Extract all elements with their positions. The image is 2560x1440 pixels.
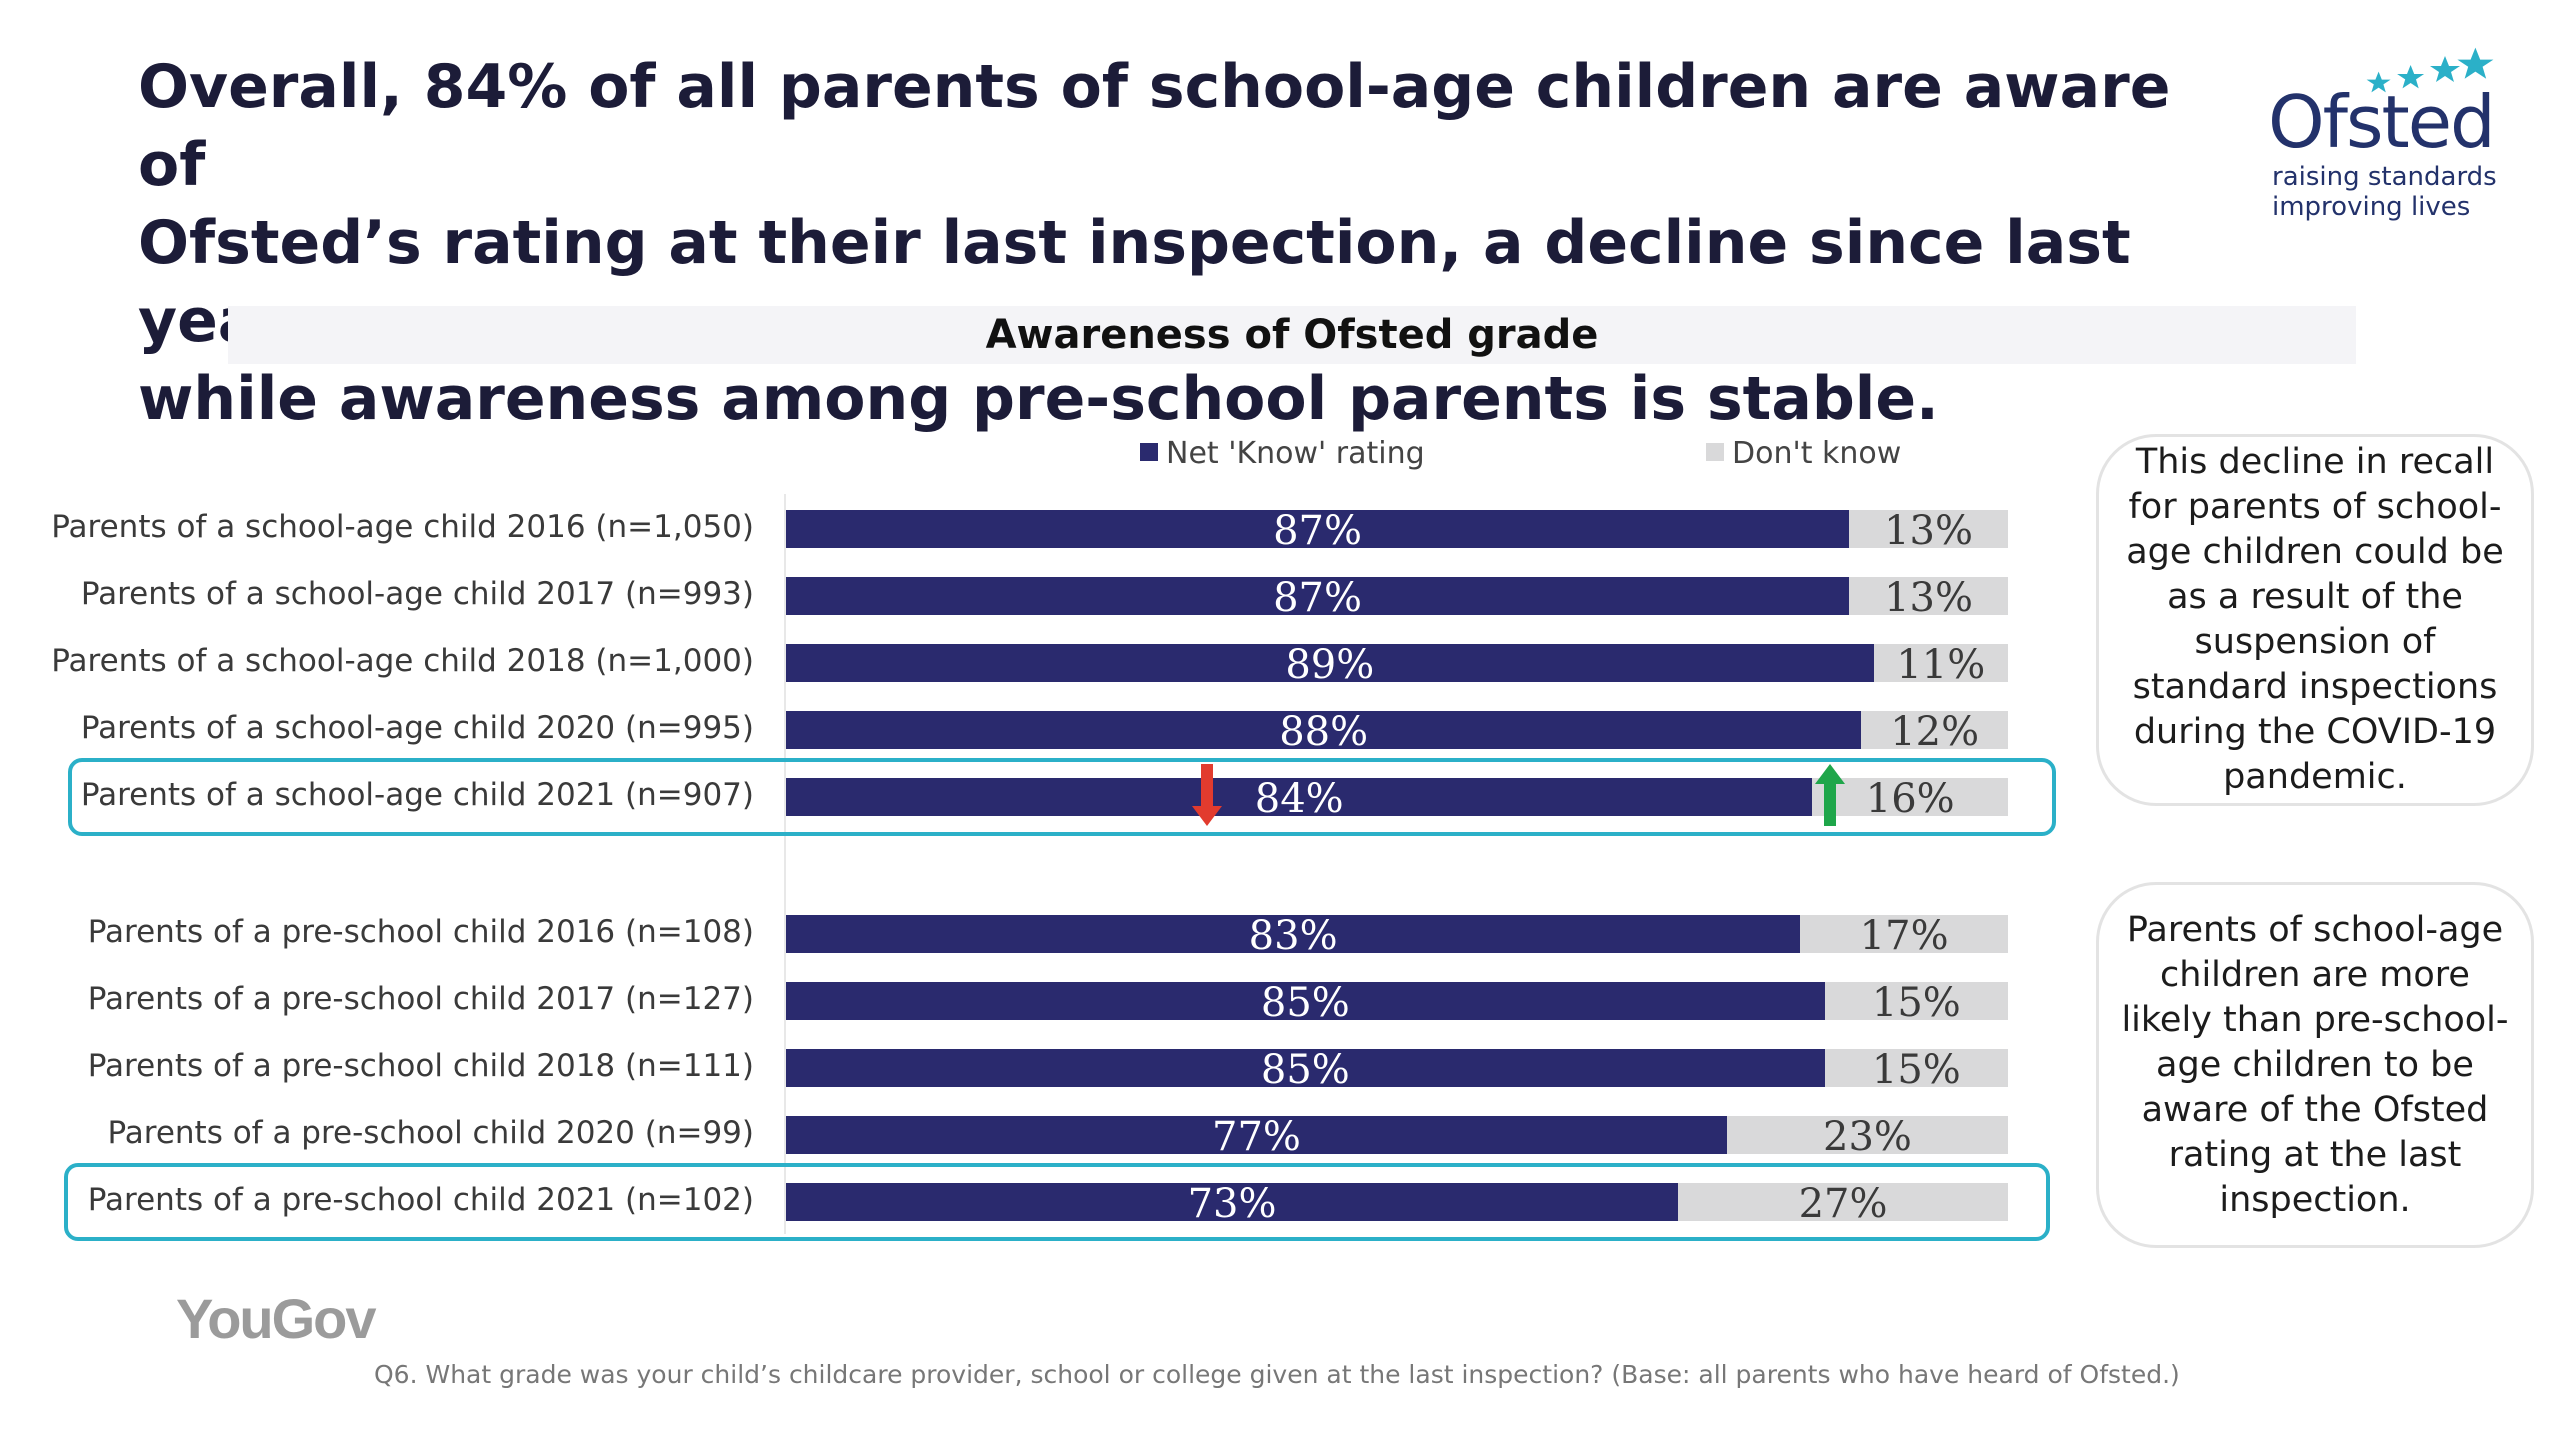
- chart-title-band: Awareness of Ofsted grade: [228, 306, 2356, 364]
- arrow-up-icon: [1815, 764, 1846, 826]
- bar-dont-know: [1812, 778, 2008, 816]
- callout-text: Parents of school-age children are more …: [2121, 909, 2509, 1220]
- legend-item-dont-know: Don't know: [1706, 436, 1901, 471]
- bar-net-know: [786, 644, 1874, 682]
- data-label-know: 87%: [1273, 575, 1363, 621]
- highlight-box: [64, 1163, 2050, 1241]
- legend-item-know: Net 'Know' rating: [1140, 436, 1425, 471]
- bar-net-know: [786, 1183, 1679, 1221]
- data-label-know: 89%: [1285, 642, 1375, 688]
- bar-dont-know: [1726, 1116, 2008, 1154]
- data-label-know: 83%: [1248, 913, 1338, 959]
- callout-box: Parents of school-age children are more …: [2096, 882, 2534, 1248]
- arrow-down-icon: [1191, 764, 1222, 826]
- callout-box: This decline in recall for parents of sc…: [2096, 434, 2534, 806]
- data-label-know: 85%: [1260, 980, 1350, 1026]
- data-label-dont-know: 23%: [1823, 1114, 1912, 1160]
- logo-tagline: raising standards improving lives: [2272, 162, 2512, 222]
- data-label-dont-know: 11%: [1896, 642, 1986, 688]
- legend-label: Don't know: [1732, 436, 1902, 471]
- data-label-know: 87%: [1273, 508, 1363, 554]
- bar-net-know: [786, 982, 1825, 1020]
- category-label: Parents of a school-age child 2016 (n=1,…: [51, 509, 754, 545]
- callout-text: This decline in recall for parents of sc…: [2126, 442, 2504, 797]
- category-label: Parents of a pre-school child 2017 (n=12…: [87, 981, 754, 1017]
- data-label-dont-know: 15%: [1871, 1047, 1961, 1093]
- category-axis-line: [784, 494, 786, 1234]
- category-label: Parents of a pre-school child 2020 (n=99…: [107, 1115, 754, 1151]
- data-label-know: 77%: [1212, 1114, 1301, 1160]
- bar-net-know: [786, 1049, 1825, 1087]
- data-label-know: 73%: [1187, 1181, 1277, 1227]
- bar-dont-know: [1873, 644, 2008, 682]
- data-label-dont-know: 13%: [1884, 508, 1974, 554]
- highlight-box: [68, 758, 2056, 836]
- bar-net-know: [786, 778, 1813, 816]
- data-label-dont-know: 13%: [1884, 575, 1974, 621]
- bar-dont-know: [1800, 915, 2008, 953]
- category-label: Parents of a pre-school child 2021 (n=10…: [87, 1182, 754, 1218]
- bar-dont-know: [1849, 577, 2008, 615]
- legend-swatch: [1706, 443, 1724, 461]
- data-label-know: 88%: [1279, 709, 1369, 755]
- legend-label: Net 'Know' rating: [1166, 436, 1425, 471]
- logo-wordmark: Ofsted: [2268, 80, 2496, 164]
- legend-swatch: [1140, 443, 1158, 461]
- bar-dont-know: [1824, 1049, 2008, 1087]
- bar-net-know: [786, 577, 1850, 615]
- category-label: Parents of a school-age child 2021 (n=90…: [80, 777, 754, 813]
- bar-net-know: [786, 510, 1850, 548]
- data-label-know: 84%: [1254, 776, 1344, 822]
- page-title: Overall, 84% of all parents of school-ag…: [138, 48, 2218, 438]
- bar-dont-know: [1678, 1183, 2008, 1221]
- data-label-dont-know: 12%: [1890, 709, 1980, 755]
- title-line: while awareness among pre-school parents…: [138, 364, 1939, 434]
- data-label-dont-know: 27%: [1798, 1181, 1888, 1227]
- category-label: Parents of a pre-school child 2018 (n=11…: [87, 1048, 754, 1084]
- category-label: Parents of a school-age child 2020 (n=99…: [80, 710, 754, 746]
- category-label: Parents of a school-age child 2017 (n=99…: [80, 576, 754, 612]
- footnote: Q6. What grade was your child’s childcar…: [374, 1360, 2180, 1389]
- bar-net-know: [786, 1116, 1727, 1154]
- chart-title: Awareness of Ofsted grade: [985, 312, 1599, 358]
- yougov-logo: YouGov: [176, 1287, 377, 1350]
- logo-tagline-line: raising standards: [2272, 162, 2497, 192]
- bar-net-know: [786, 711, 1862, 749]
- logo-tagline-line: improving lives: [2272, 192, 2471, 222]
- stars-icon: [2366, 47, 2494, 93]
- bar-net-know: [786, 915, 1801, 953]
- data-label-dont-know: 17%: [1859, 913, 1949, 959]
- category-label: Parents of a school-age child 2018 (n=1,…: [51, 643, 754, 679]
- data-label-dont-know: 16%: [1865, 776, 1955, 822]
- bar-dont-know: [1861, 711, 2008, 749]
- ofsted-logo: Ofsted raising standards improving lives: [2268, 38, 2508, 238]
- bar-dont-know: [1824, 982, 2008, 1020]
- category-label: Parents of a pre-school child 2016 (n=10…: [87, 914, 754, 950]
- data-label-dont-know: 15%: [1871, 980, 1961, 1026]
- title-line: Overall, 84% of all parents of school-ag…: [138, 52, 2171, 200]
- bar-dont-know: [1849, 510, 2008, 548]
- data-label-know: 85%: [1260, 1047, 1350, 1093]
